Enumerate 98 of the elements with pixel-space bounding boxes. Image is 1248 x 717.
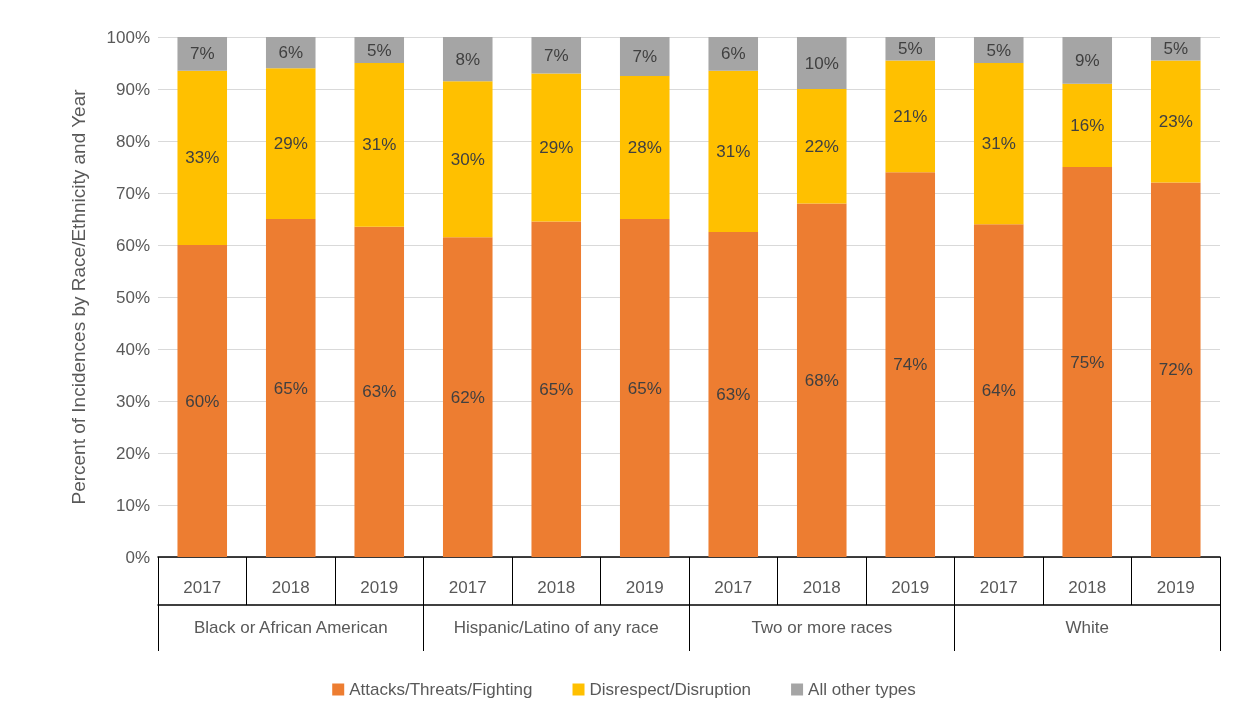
bar: [708, 232, 759, 557]
bar: [177, 245, 228, 557]
legend-label: All other types: [808, 680, 916, 699]
bar: [177, 37, 228, 71]
x-tick-label: 2019: [1156, 578, 1195, 597]
bar: [885, 60, 936, 173]
bar: [177, 70, 228, 245]
data-label: 10%: [804, 53, 839, 73]
bar: [531, 37, 582, 74]
bar: [885, 172, 936, 557]
data-label: 74%: [893, 355, 928, 375]
y-tick-label: 10%: [115, 495, 150, 515]
bar: [354, 63, 405, 227]
text: Two or more races: [751, 618, 893, 637]
x-tick-label: 2017: [714, 578, 753, 597]
y-tick-label: 90%: [115, 79, 150, 99]
data-label: 5%: [986, 40, 1012, 60]
y-tick-label: 20%: [115, 443, 150, 463]
text: Black or African American: [193, 618, 388, 637]
data-label: 5%: [1163, 39, 1189, 59]
bar: [1062, 37, 1113, 84]
data-label: 21%: [893, 106, 928, 126]
legend-label: Disrespect/Disruption: [589, 680, 752, 699]
bar: [1150, 60, 1201, 183]
bar: [619, 219, 670, 557]
y-tick-label: 50%: [115, 287, 150, 307]
bar: [531, 73, 582, 222]
bar: [265, 68, 316, 219]
data-label: 68%: [804, 370, 839, 390]
y-tick-label: 100%: [106, 27, 150, 47]
bar: [442, 81, 493, 238]
data-label: 8%: [455, 49, 481, 69]
data-label: 6%: [278, 43, 304, 63]
y-tick-label: 0%: [125, 547, 150, 567]
x-tick-label: 2019: [360, 578, 399, 597]
x-tick-label: 2018: [1068, 578, 1107, 597]
data-label: 6%: [720, 44, 746, 64]
bar: [442, 237, 493, 557]
x-tick-label: 2017: [183, 578, 222, 597]
bar: [442, 37, 493, 82]
data-label: 16%: [1070, 115, 1105, 135]
data-label: 72%: [1158, 360, 1193, 380]
bar: [1150, 182, 1201, 557]
x-tick-label: 2019: [625, 578, 664, 597]
y-axis-title: Percent of Incidences by Race/Ethnicity and Year: [68, 88, 89, 505]
data-label: 31%: [362, 135, 397, 155]
data-label: 33%: [185, 148, 220, 168]
data-label: 29%: [273, 134, 308, 154]
data-label: 65%: [627, 378, 662, 398]
data-label: 29%: [539, 138, 574, 157]
bar: [708, 37, 759, 71]
y-tick-label: 70%: [115, 183, 150, 203]
bar: [354, 226, 405, 557]
text: White: [1065, 618, 1109, 637]
data-label: 22%: [804, 136, 839, 156]
bar: [708, 70, 759, 232]
bar: [796, 203, 847, 557]
data-label: 7%: [543, 45, 569, 65]
data-label: 64%: [981, 381, 1016, 401]
x-tick-label: 2018: [271, 578, 310, 597]
data-label: 5%: [366, 40, 392, 60]
y-tick-label: 30%: [115, 391, 150, 411]
data-label: 5%: [897, 39, 923, 59]
bar: [531, 221, 582, 557]
bar: [973, 63, 1024, 225]
data-label: 63%: [362, 382, 397, 402]
data-label: 30%: [450, 149, 485, 169]
data-label: 75%: [1070, 352, 1105, 372]
x-tick-label: 2018: [802, 578, 841, 597]
x-tick-label: 2019: [891, 578, 930, 597]
data-label: 62%: [450, 387, 485, 407]
data-label: 23%: [1158, 112, 1193, 131]
x-tick-label: 2017: [448, 578, 487, 597]
y-tick-label: 60%: [115, 235, 150, 255]
x-tick-label: 2017: [979, 578, 1018, 597]
data-label: 9%: [1074, 50, 1100, 70]
data-label: 63%: [716, 385, 751, 404]
bar: [619, 37, 670, 76]
bar: [796, 37, 847, 89]
bar: [973, 224, 1024, 557]
bar: [1062, 83, 1113, 167]
legend-label: Attacks/Threats/Fighting: [349, 680, 533, 699]
bar: [796, 89, 847, 204]
data-label: 31%: [716, 141, 751, 161]
bar: [619, 76, 670, 219]
data-label: 7%: [632, 47, 658, 66]
y-tick-label: 40%: [115, 339, 150, 359]
text: Hispanic/Latino of any race: [453, 618, 659, 637]
data-label: 65%: [539, 379, 574, 399]
data-label: 7%: [189, 44, 215, 64]
data-label: 28%: [627, 138, 662, 157]
bar: [265, 219, 316, 557]
data-label: 60%: [185, 391, 220, 411]
bar: [1062, 167, 1113, 557]
x-tick-label: 2018: [537, 578, 576, 597]
data-label: 65%: [273, 378, 308, 398]
y-tick-label: 80%: [115, 131, 150, 151]
data-label: 31%: [981, 134, 1016, 154]
